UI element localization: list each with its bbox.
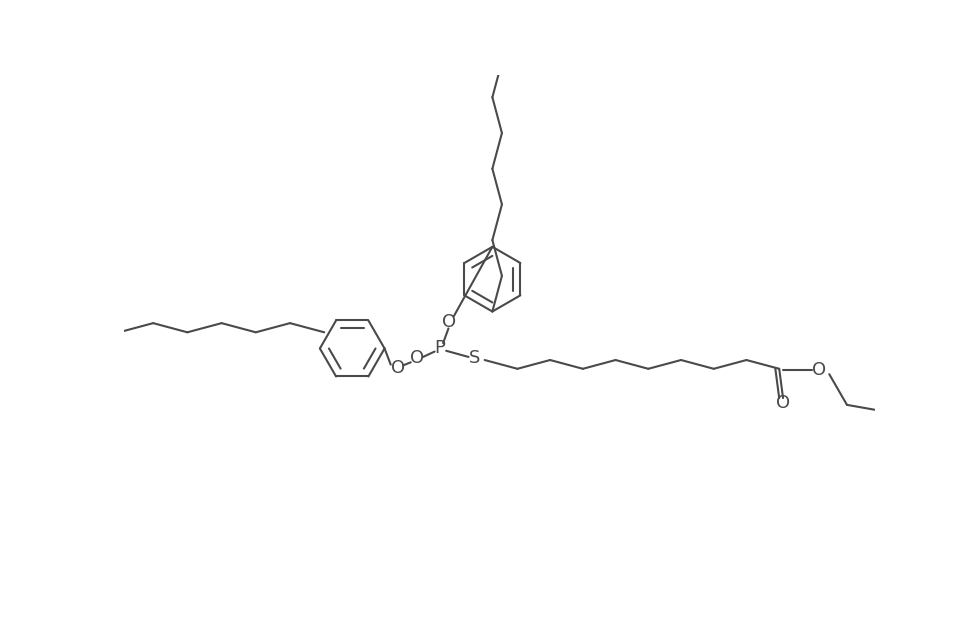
Text: O: O: [812, 361, 826, 379]
Text: S: S: [469, 349, 481, 367]
Text: O: O: [410, 349, 424, 367]
Text: O: O: [391, 359, 405, 377]
Text: O: O: [443, 312, 456, 331]
Text: O: O: [776, 394, 790, 413]
Text: P: P: [435, 339, 446, 357]
